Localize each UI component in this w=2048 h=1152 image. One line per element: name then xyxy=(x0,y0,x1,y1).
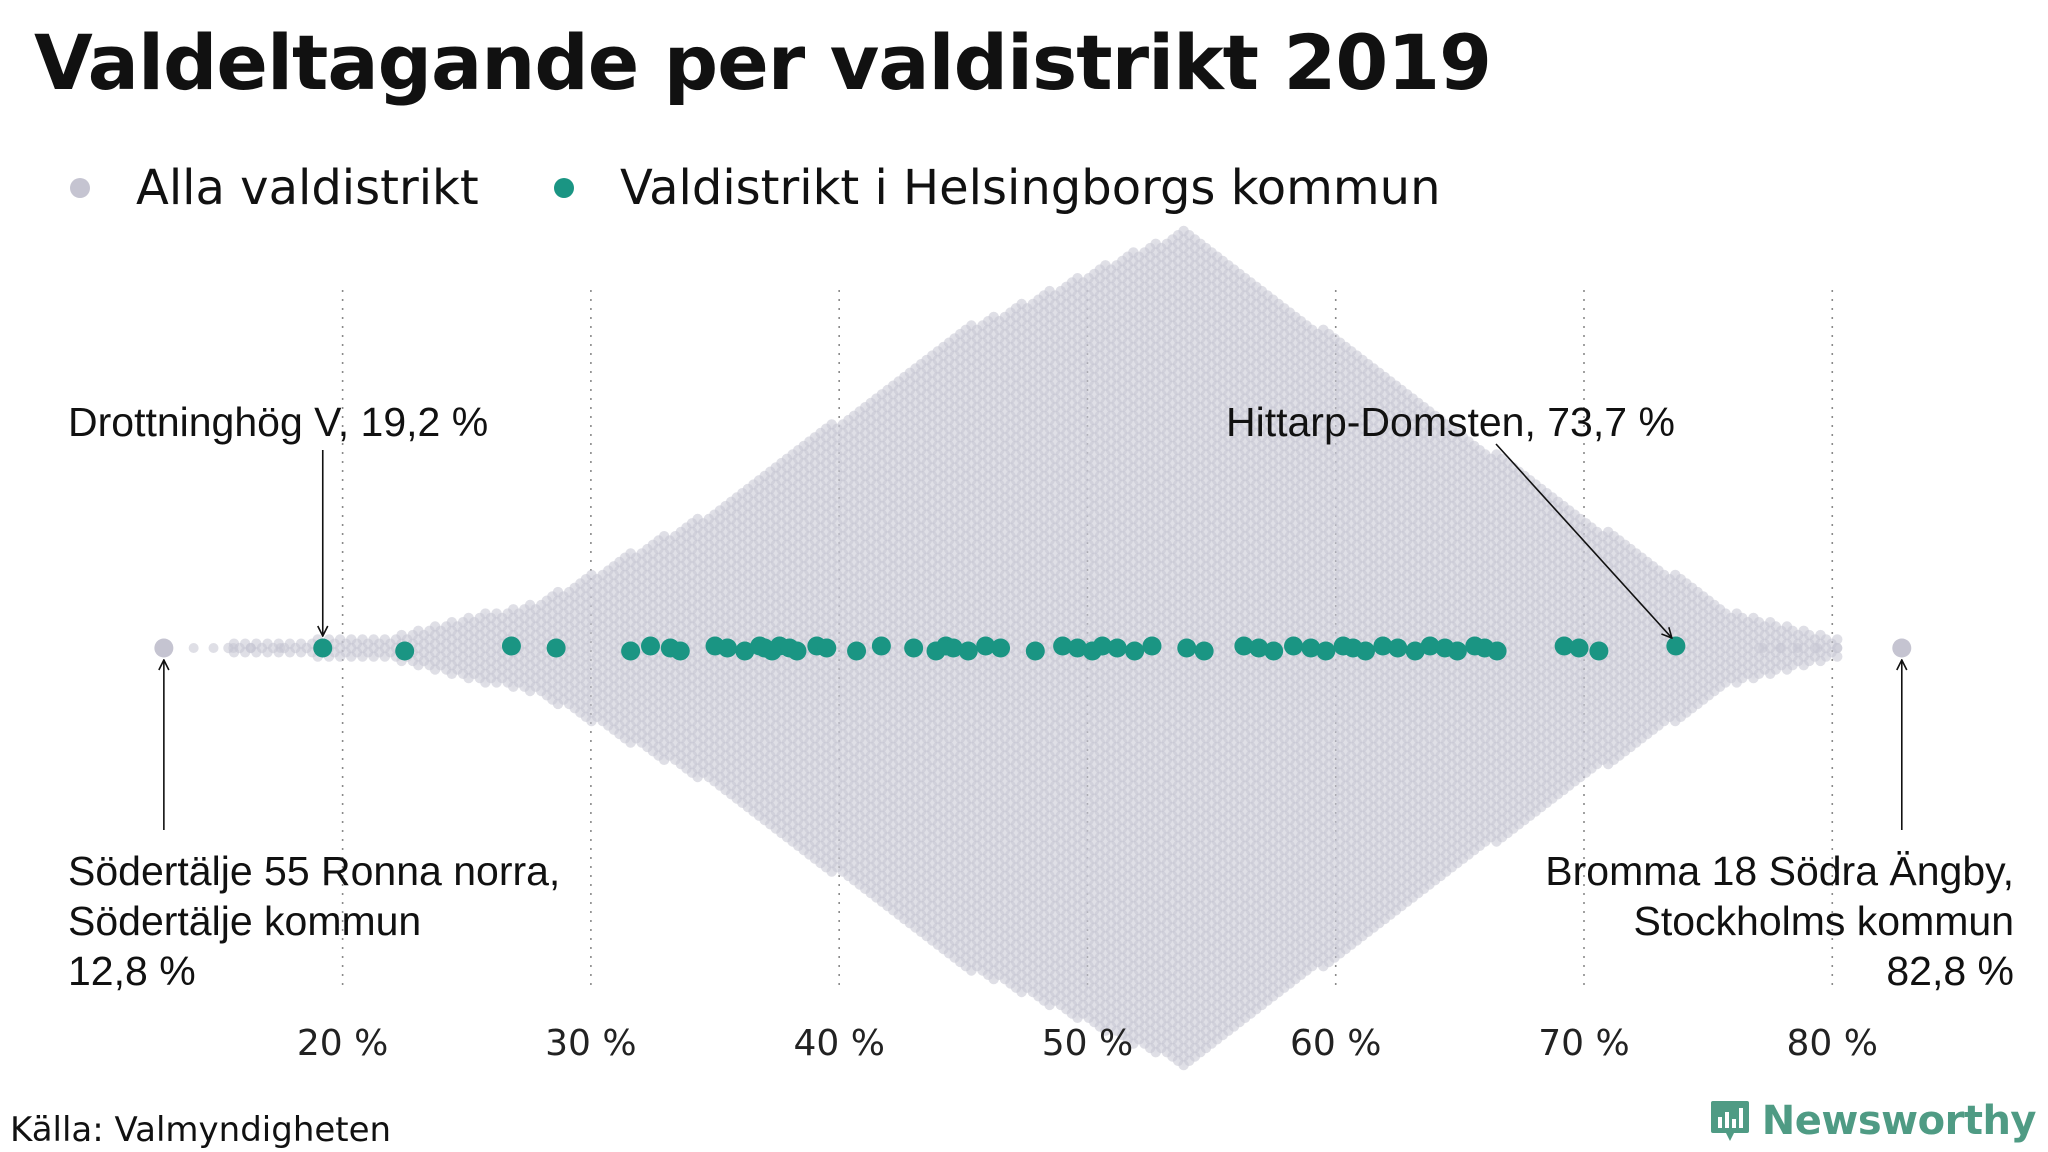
legend-label-helsingborg: Valdistrikt i Helsingborgs kommun xyxy=(620,160,1441,216)
legend-marker-all xyxy=(70,178,90,198)
legend-item-helsingborg: Valdistrikt i Helsingborgs kommun xyxy=(554,160,1441,216)
legend-item-all: Alla valdistrikt xyxy=(70,160,479,216)
beeswarm-chart: Drottninghög V, 19,2 % Hittarp-Domsten, 7… xyxy=(68,225,2014,1071)
legend-label-all: Alla valdistrikt xyxy=(136,160,479,216)
legend-marker-helsingborg xyxy=(554,178,574,198)
chart-title: Valdeltagande per valdistrikt 2019 xyxy=(34,18,1492,107)
